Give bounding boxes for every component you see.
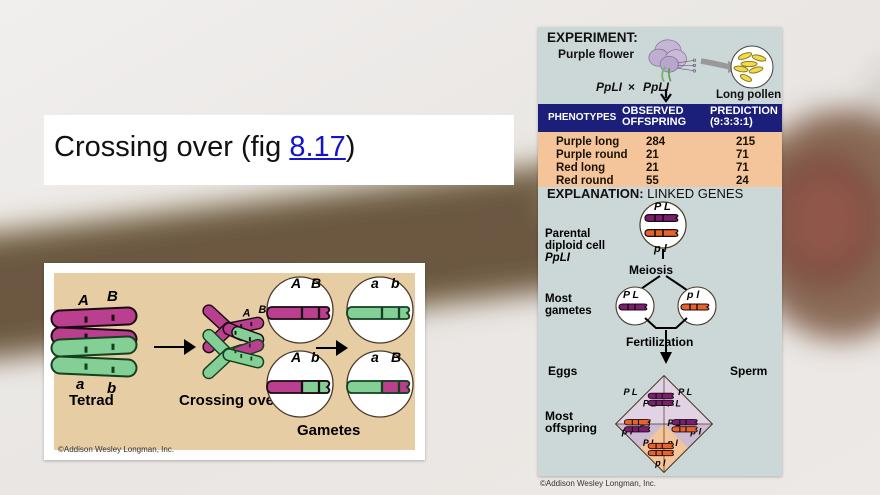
svg-text:Gametes: Gametes: [297, 422, 360, 439]
svg-text:A: A: [290, 275, 301, 291]
svg-text:offspring: offspring: [545, 421, 597, 435]
svg-text:P L: P L: [624, 387, 638, 397]
svg-text:Most: Most: [545, 293, 572, 305]
svg-text:diploid cell: diploid cell: [545, 240, 605, 252]
svg-text:B: B: [259, 304, 267, 316]
svg-text:P L: P L: [678, 387, 692, 397]
svg-text:b: b: [311, 349, 320, 365]
svg-text:A: A: [77, 292, 89, 309]
svg-text:p l: p l: [653, 243, 668, 255]
svg-text:Eggs: Eggs: [548, 364, 578, 378]
svg-text:B: B: [107, 288, 118, 305]
svg-text:Meiosis: Meiosis: [629, 263, 673, 277]
svg-text:a: a: [76, 376, 84, 393]
svg-text:Sperm: Sperm: [730, 364, 767, 378]
svg-text:gametes: gametes: [545, 305, 592, 317]
svg-text:Fertilization: Fertilization: [626, 335, 693, 349]
svg-text:p l: p l: [654, 458, 666, 468]
svg-text:a: a: [371, 275, 379, 291]
svg-text:Parental: Parental: [545, 228, 590, 240]
svg-text:A: A: [242, 308, 251, 320]
svg-text:B: B: [391, 349, 401, 365]
svg-text:b: b: [391, 275, 400, 291]
svg-text:a: a: [371, 349, 379, 365]
svg-text:Tetrad: Tetrad: [69, 392, 114, 409]
svg-text:PpLI: PpLI: [545, 252, 571, 264]
svg-text:P L: P L: [623, 289, 639, 301]
svg-text:P L: P L: [654, 201, 671, 213]
svg-text:Crossing over: Crossing over: [179, 392, 280, 409]
svg-text:B: B: [311, 275, 321, 291]
svg-text:A: A: [290, 349, 301, 365]
svg-text:p l: p l: [686, 289, 700, 301]
